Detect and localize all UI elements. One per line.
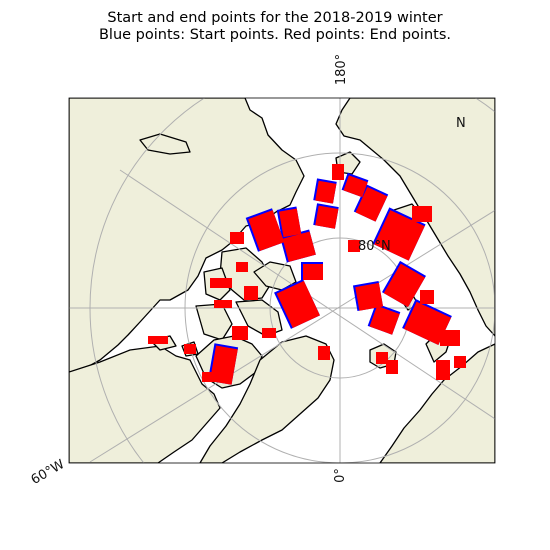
latitude-label-80n: 80°N [358,239,391,254]
end-point-cluster [148,164,466,385]
meridian-60e-120w [119,169,495,420]
land-arctic-archipelago-5 [253,261,297,291]
longitude-label-180: 180° [334,53,350,86]
figure-title-line-2: Blue points: Start points. Red points: E… [98,27,451,43]
figure-title-line-1: Start and end points for the 2018-2019 w… [107,10,443,26]
latitude-label-partial: N [456,116,466,131]
land-siberia [335,98,495,337]
graticule [69,98,495,463]
map-border [68,97,496,464]
meridian-60w-120e [89,209,495,463]
point-clusters [148,164,466,385]
longitude-label-0: 0° [332,468,348,483]
land-greenland [199,335,335,463]
